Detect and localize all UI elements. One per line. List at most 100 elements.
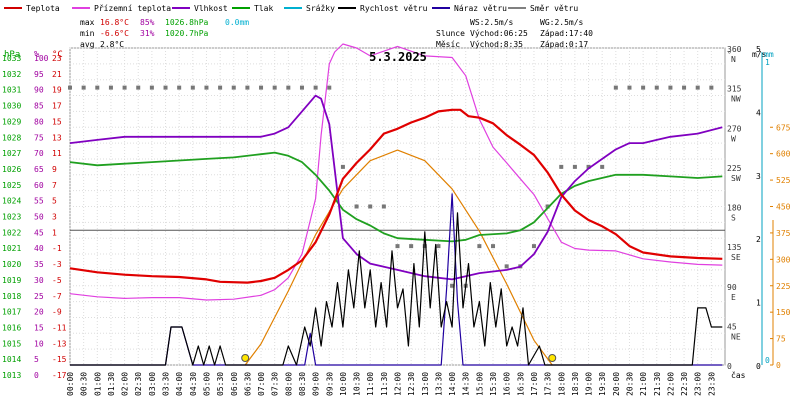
x-tick-label: 19:00: [585, 372, 594, 396]
left-axis-tick: 25: [34, 292, 44, 301]
wind-direction-point: [409, 244, 414, 249]
stats-max-press: 1026.8hPa: [165, 18, 209, 27]
left-axis-tick: 17: [52, 102, 62, 111]
left-axis-tick: 95: [34, 70, 44, 79]
wind-direction-point: [149, 85, 154, 90]
solar-tick: 225: [776, 282, 791, 291]
left-axis-tick: -5: [52, 276, 62, 285]
wind-direction-point: [354, 204, 359, 209]
wind-direction-point: [327, 85, 332, 90]
x-tick-label: 21:30: [653, 372, 662, 396]
wind-speed-tick: 2: [756, 235, 761, 244]
left-axis-tick: -11: [52, 323, 67, 332]
left-axis-tick: 75: [34, 133, 44, 142]
x-tick-label: 21:00: [639, 372, 648, 396]
solar-tick: 150: [776, 308, 791, 317]
left-axis-tick: 100: [34, 54, 49, 63]
sun-marker: [548, 354, 557, 362]
left-axis-tick: 1024: [2, 197, 21, 206]
solar-tick: 675: [776, 123, 791, 132]
direction-tick: 270: [727, 124, 742, 133]
legend-label: Teplota: [26, 4, 60, 13]
left-axis-tick: 19: [52, 86, 62, 95]
x-tick-label: 23:00: [694, 372, 703, 396]
wind-direction-point: [299, 85, 304, 90]
direction-label: SW: [731, 174, 741, 183]
left-axis-tick: 1026: [2, 165, 21, 174]
x-tick-label: 07:30: [271, 372, 280, 396]
left-axis-unit: %: [34, 50, 40, 60]
x-tick-label: 18:00: [557, 372, 566, 396]
solar-tick: 600: [776, 150, 791, 159]
left-axis-tick: 7: [52, 181, 57, 190]
legend-label: Přízemní teplota: [94, 4, 171, 13]
x-tick-label: 13:30: [434, 372, 443, 396]
direction-tick: 0: [727, 362, 732, 371]
x-tick-label: 09:30: [325, 372, 334, 396]
wind-direction-point: [504, 264, 509, 269]
left-axis-tick: -17: [52, 371, 67, 380]
wind-direction-point: [531, 244, 536, 249]
wind-direction-point: [559, 164, 564, 169]
wind-direction-point: [395, 244, 400, 249]
x-tick-label: 03:30: [162, 372, 171, 396]
x-tick-label: 16:30: [516, 372, 525, 396]
direction-tick: 315: [727, 85, 742, 94]
right-axis-unit: m/s: [752, 50, 767, 59]
direction-tick: 90: [727, 283, 737, 292]
x-tick-label: 22:00: [666, 372, 675, 396]
legend-label: Vlhkost: [194, 4, 228, 13]
left-axis-tick: 1027: [2, 149, 21, 158]
wind-direction-point: [709, 85, 714, 90]
wind-direction-point: [450, 283, 455, 288]
x-tick-label: 23:30: [707, 372, 716, 396]
stats-min-hum: 31%: [140, 29, 155, 38]
left-axis-tick: 3: [52, 213, 57, 222]
stats-min-label: min: [80, 29, 95, 38]
wind-direction-point: [586, 164, 591, 169]
left-axis-tick: 15: [52, 117, 62, 126]
left-axis-tick: 1023: [2, 213, 21, 222]
left-axis-tick: 1015: [2, 339, 21, 348]
left-axis-tick: 55: [34, 197, 44, 206]
direction-tick: 225: [727, 164, 742, 173]
x-tick-label: 08:00: [284, 372, 293, 396]
x-tick-label: 22:30: [680, 372, 689, 396]
left-axis-tick: 1025: [2, 181, 21, 190]
wind-direction-point: [108, 85, 113, 90]
wind-direction-point: [381, 204, 386, 209]
wind-direction-point: [68, 85, 72, 90]
wind-direction-point: [491, 244, 496, 249]
info-sun-rise: Východ:06:25: [470, 29, 528, 38]
left-axis-tick: 1017: [2, 308, 21, 317]
direction-tick: 45: [727, 322, 737, 331]
wind-speed-tick: 0: [756, 362, 761, 371]
stats-max-label: max: [80, 18, 95, 27]
wind-direction-point: [422, 244, 427, 249]
left-axis-tick: 60: [34, 181, 44, 190]
left-axis-tick: 23: [52, 54, 62, 63]
x-tick-label: 03:00: [148, 372, 157, 396]
x-tick-label: 10:00: [339, 372, 348, 396]
stats-max-rain: 0.0mm: [225, 18, 249, 27]
left-axis-tick: 1028: [2, 133, 21, 142]
left-axis-tick: 0: [34, 371, 39, 380]
direction-label: E: [731, 293, 736, 302]
left-axis-tick: 65: [34, 165, 44, 174]
left-axis-tick: 9: [52, 165, 57, 174]
left-axis-tick: -13: [52, 339, 67, 348]
x-tick-label: 02:30: [134, 372, 143, 396]
left-axis-tick: 15: [34, 323, 44, 332]
left-axis-tick: 90: [34, 86, 44, 95]
x-tick-label: 12:30: [407, 372, 416, 396]
left-axis-tick: 1030: [2, 102, 21, 111]
wind-direction-point: [695, 85, 700, 90]
wind-direction-point: [245, 85, 250, 90]
x-tick-label: 11:00: [366, 372, 375, 396]
left-axis-tick: 1013: [2, 371, 21, 380]
left-axis-tick: 20: [34, 308, 44, 317]
x-tick-label: 09:00: [312, 372, 321, 396]
x-axis-label: čas: [731, 370, 746, 380]
wind-direction-point: [204, 85, 209, 90]
